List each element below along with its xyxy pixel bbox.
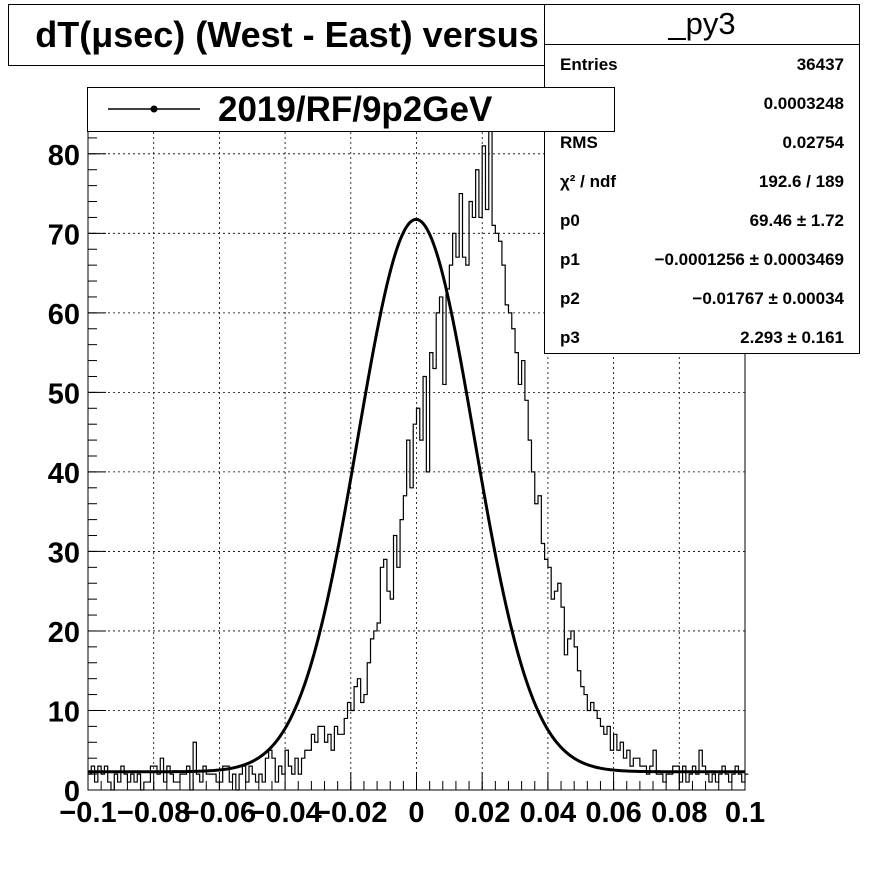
stats-box-title: _py3 <box>545 5 859 45</box>
x-tick-label: 0.08 <box>651 797 707 829</box>
stats-row: RMS 0.02754 <box>545 128 859 158</box>
chart-title: dT(μsec) (West - East) versus Z <box>35 14 571 55</box>
legend-marker <box>108 105 200 113</box>
x-tick-label: −0.06 <box>183 797 256 829</box>
y-tick-label: 10 <box>48 696 80 728</box>
y-tick-label: 80 <box>48 140 80 172</box>
y-tick-label: 60 <box>48 299 80 331</box>
stats-value: 69.46 ± 1.72 <box>749 211 844 230</box>
stats-row: p1 −0.0001256 ± 0.0003469 <box>545 245 859 275</box>
stats-key: p1 <box>560 250 580 269</box>
x-tick-label: −0.04 <box>248 797 321 829</box>
stats-value: −0.01767 ± 0.00034 <box>692 289 844 308</box>
stats-row: χ² / ndf 192.6 / 189 <box>545 167 859 197</box>
y-tick-label: 20 <box>48 617 80 649</box>
stats-key: χ² / ndf <box>560 172 617 191</box>
stats-key: Entries <box>560 55 618 74</box>
stats-row: Entries 36437 <box>545 50 859 80</box>
stats-value: 0.0003248 <box>763 94 844 113</box>
y-tick-label: 0 <box>64 776 80 808</box>
y-tick-label: 30 <box>48 537 80 569</box>
y-tick-label: 70 <box>48 219 80 251</box>
x-tick-label: 0.06 <box>585 797 641 829</box>
legend-label: 2019/RF/9p2GeV <box>218 90 493 129</box>
stats-key: RMS <box>560 133 598 152</box>
stats-row: p3 2.293 ± 0.161 <box>545 323 859 353</box>
stats-row: p2 −0.01767 ± 0.00034 <box>545 284 859 314</box>
stats-value: 2.293 ± 0.161 <box>740 328 844 347</box>
fit-curve <box>88 217 745 774</box>
x-tick-labels: −0.1 −0.08−0.06−0.04−0.02 0 0.02 0.04 0.06 0.0… <box>59 797 765 829</box>
x-tick-label: 0.1 <box>725 797 765 829</box>
stats-key: p0 <box>560 211 580 230</box>
stats-box: _py3 Entries36437Mean0.0003248RMS0.02754… <box>544 4 860 354</box>
y-tick-label: 40 <box>48 458 80 490</box>
stats-value: −0.0001256 ± 0.0003469 <box>654 250 844 269</box>
x-tick-label: 0 <box>408 797 424 829</box>
x-tick-label: −0.1 <box>59 797 116 829</box>
x-tick-label: −0.02 <box>314 797 387 829</box>
y-tick-labels: 0 10 20 30 40 50 60 70 80 <box>48 140 80 808</box>
stats-value: 0.02754 <box>782 133 844 152</box>
histogram-series <box>88 115 749 791</box>
stats-row: p0 69.46 ± 1.72 <box>545 206 859 236</box>
stats-value: 192.6 / 189 <box>758 172 844 191</box>
x-tick-label: 0.02 <box>454 797 510 829</box>
stats-key: p3 <box>560 328 580 347</box>
stats-key: p2 <box>560 289 580 308</box>
chart-title-box: dT(μsec) (West - East) versus Z <box>8 4 598 66</box>
axis-ticks <box>87 121 746 791</box>
stats-value: 36437 <box>796 55 844 74</box>
y-tick-label: 50 <box>48 378 80 410</box>
x-tick-label: −0.08 <box>117 797 190 829</box>
x-tick-label: 0.04 <box>520 797 576 829</box>
legend: 2019/RF/9p2GeV <box>87 87 615 132</box>
